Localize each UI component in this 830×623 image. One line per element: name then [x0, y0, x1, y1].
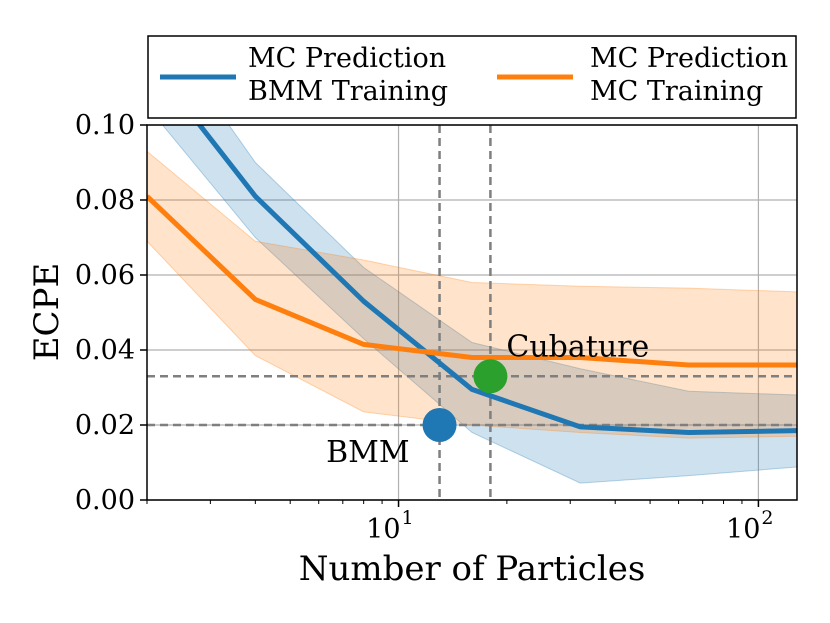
y-tick-label: 0.08	[75, 185, 135, 216]
x-tick-label-base: 10	[366, 514, 400, 545]
legend: MC Prediction BMM Training MC Prediction…	[147, 35, 797, 119]
line-bmm-training	[196, 125, 797, 435]
legend-frame	[147, 35, 797, 119]
axes-frame	[146, 124, 798, 501]
y-tick-label: 0.02	[75, 410, 135, 441]
markers: BMM Cubature	[326, 329, 649, 470]
grid	[147, 124, 797, 501]
y-tick-label: 0.06	[75, 260, 135, 291]
x-tick-label-base: 10	[726, 514, 760, 545]
y-axis-label: ECPE	[27, 263, 67, 362]
series-lines	[147, 125, 797, 435]
x-axis-ticks: 10 1 10 2	[146, 500, 774, 545]
y-tick-label: 0.10	[75, 110, 135, 141]
x-axis-label: Number of Particles	[299, 549, 646, 589]
y-tick-label: 0.00	[75, 485, 135, 516]
line-mc-training	[147, 194, 797, 368]
band-mc-training	[147, 150, 797, 439]
annotation-bmm: BMM	[326, 435, 409, 470]
y-axis-ticks: 0.00 0.02 0.04 0.06 0.08 0.10	[75, 110, 147, 516]
band-bmm-training	[161, 125, 797, 484]
legend-label-mc-line2: MC Training	[590, 76, 763, 107]
annotation-cubature: Cubature	[506, 329, 649, 364]
legend-label-mc-line1: MC Prediction	[590, 43, 788, 74]
legend-label-bmm-line1: MC Prediction	[248, 43, 446, 74]
x-tick-label-exponent: 2	[761, 507, 773, 529]
y-tick-label: 0.04	[75, 335, 135, 366]
marker-bmm	[422, 408, 457, 442]
legend-label-bmm-line2: BMM Training	[248, 76, 448, 107]
uncertainty-bands	[147, 125, 797, 484]
marker-cubature	[473, 359, 508, 394]
x-tick-label-exponent: 1	[402, 507, 414, 529]
